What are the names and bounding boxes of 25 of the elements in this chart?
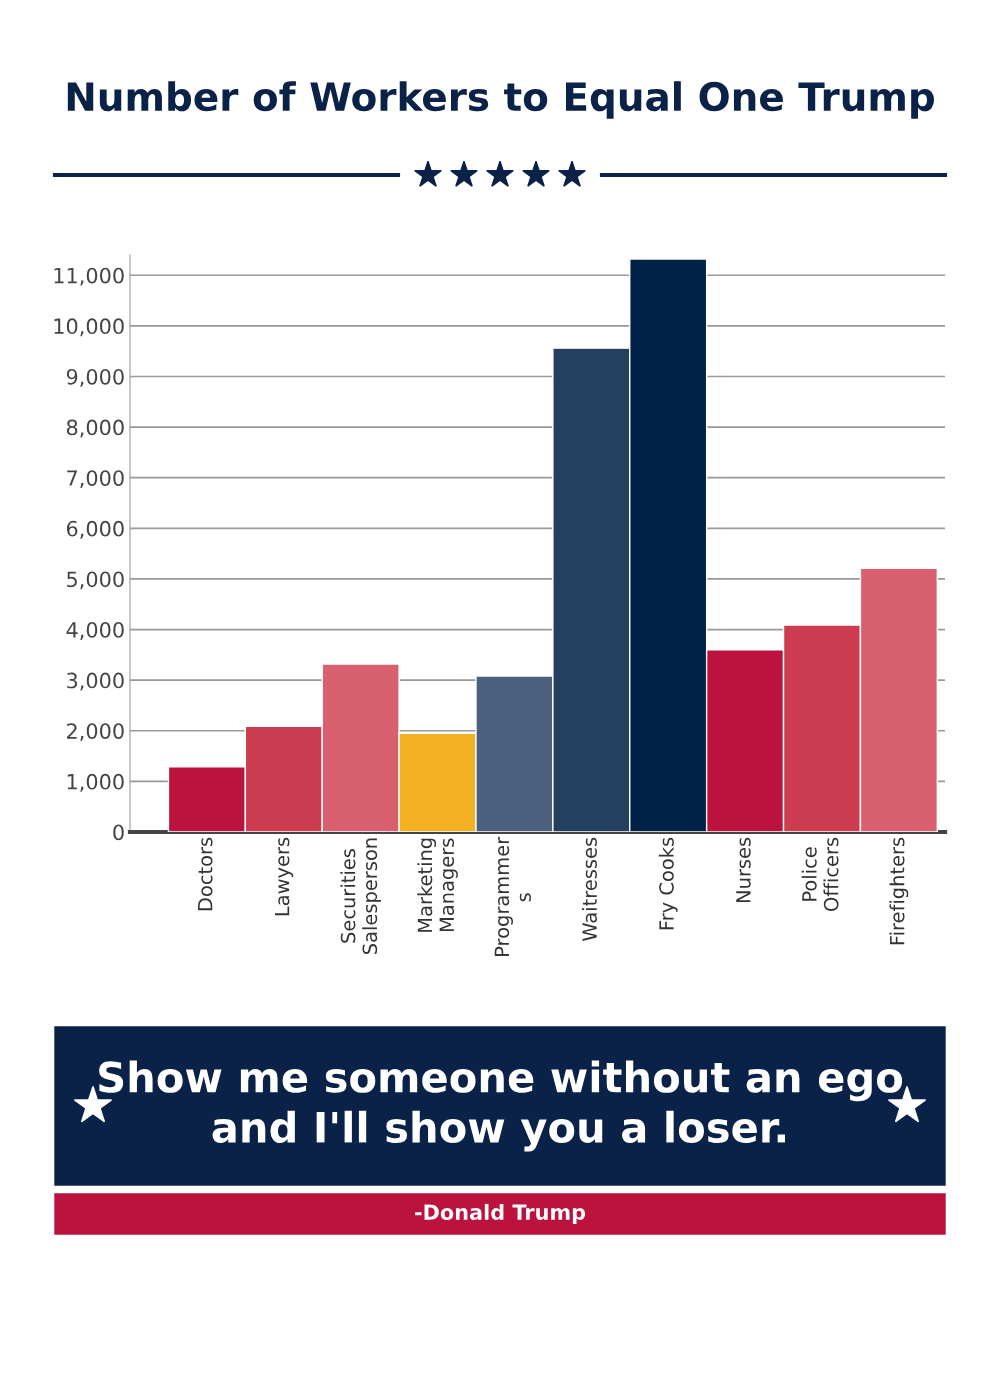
chart-title: Number of Workers to Equal One Trump [67, 81, 935, 119]
y-tick-label: 9,000 [66, 368, 124, 387]
y-tick-label: 2,000 [67, 723, 124, 742]
x-tick-label: Programmer s [494, 836, 531, 956]
x-tick-label: Nurses [736, 837, 751, 903]
y-tick-label: 10,000 [54, 318, 124, 337]
x-tick-label: Doctors [198, 837, 213, 911]
x-tick-label: Firefighters [889, 837, 909, 945]
text: -Donald Trump [415, 1203, 586, 1225]
text: Show me someone without an ego and I'll show you a loser. [99, 1060, 903, 1152]
x-tick-label: Police Officers [801, 837, 839, 911]
y-tick-label: 7,000 [67, 470, 124, 489]
y-tick-label: 5,000 [67, 571, 124, 590]
y-tick-label: 4,000 [66, 622, 124, 640]
y-tick-label: 3,000 [67, 672, 124, 691]
x-tick-label: Lawyers [274, 837, 294, 916]
y-tick-label: 6,000 [66, 520, 124, 539]
y-tick-label: 11,000 [54, 267, 124, 286]
y-tick-label: 1,000 [67, 773, 124, 792]
x-tick-label: Marketing Managers [417, 838, 458, 932]
y-tick-label: 0 [113, 824, 124, 841]
x-tick-label: Waitresses [581, 837, 597, 942]
x-tick-label: Securities Salesperson [340, 838, 381, 954]
x-tick-label: Fry Cooks [658, 837, 678, 930]
y-tick-label: 8,000 [66, 419, 124, 438]
